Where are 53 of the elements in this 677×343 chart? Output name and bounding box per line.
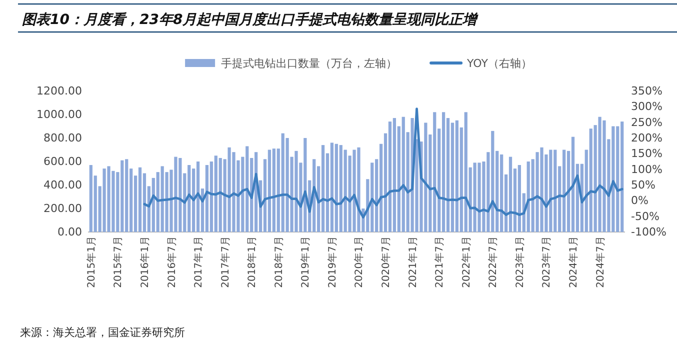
x-tick-label: 2017年7月 (219, 236, 232, 288)
y2-tick-label: -100% (631, 226, 666, 239)
x-tick-label: 2016年7月 (166, 236, 178, 288)
y2-tick-label: 0% (631, 194, 648, 208)
y-tick-label: 600.00 (44, 155, 82, 168)
bar (138, 167, 142, 232)
bar (392, 118, 396, 232)
x-tick-label: 2022年7月 (487, 236, 500, 288)
x-tick-label: 2017年1月 (192, 236, 205, 288)
y2-tick-label: 50% (631, 178, 656, 192)
y2-tick-label: 150% (631, 147, 662, 160)
x-tick-label: 2018年1月 (246, 236, 258, 288)
bar (205, 165, 209, 232)
legend-label: YOY（右轴） (466, 57, 532, 70)
y2-tick-label: 350% (631, 84, 662, 98)
legend-label: 手提式电钻出口数量（万台，左轴） (221, 57, 398, 70)
x-tick-label: 2024年7月 (594, 236, 606, 288)
y2-tick-label: 250% (631, 116, 662, 129)
x-tick-label: 2021年7月 (434, 236, 446, 288)
x-tick-label: 2024年1月 (567, 236, 580, 288)
bar (571, 136, 575, 232)
y-tick-label: 200.00 (44, 202, 82, 216)
x-tick-label: 2016年1月 (138, 236, 151, 288)
y-tick-label: 1200.00 (36, 84, 82, 98)
x-tick-label: 2020年1月 (353, 236, 366, 288)
bar (508, 156, 512, 232)
y-tick-label: 400.00 (44, 178, 82, 192)
y-tick-label: 800.00 (44, 132, 82, 145)
bar (388, 122, 392, 232)
x-tick-label: 2015年7月 (112, 236, 124, 288)
chart-title: 图表10：月度看，23年8月起中国月度出口手提式电钻数量呈现同比正增 (22, 11, 479, 28)
bar (268, 150, 272, 232)
x-tick-label: 2023年1月 (514, 236, 526, 288)
x-tick-label: 2015年1月 (85, 236, 98, 288)
y-tick-label: 0.00 (58, 226, 82, 239)
line-series (143, 108, 624, 218)
y2-tick-label: 200% (631, 132, 662, 145)
bar (321, 145, 325, 232)
y2-tick-label: 100% (631, 162, 662, 176)
bar (442, 112, 446, 232)
x-tick-label: 2023年7月 (540, 236, 553, 288)
bar (330, 142, 334, 232)
y2-tick-label: -50% (631, 210, 660, 223)
x-tick-label: 2018年7月 (272, 236, 285, 288)
bar (196, 162, 200, 232)
y-tick-label: 1000.00 (36, 108, 82, 122)
source-note: 来源：海关总署，国金证券研究所 (20, 326, 185, 339)
x-tick-label: 2019年1月 (300, 236, 312, 288)
x-tick-label: 2022年1月 (460, 236, 472, 288)
y2-tick-label: 300% (631, 100, 662, 114)
x-tick-label: 2020年7月 (380, 236, 392, 288)
x-tick-label: 2021年1月 (406, 236, 419, 288)
x-tick-label: 2019年7月 (326, 236, 338, 288)
